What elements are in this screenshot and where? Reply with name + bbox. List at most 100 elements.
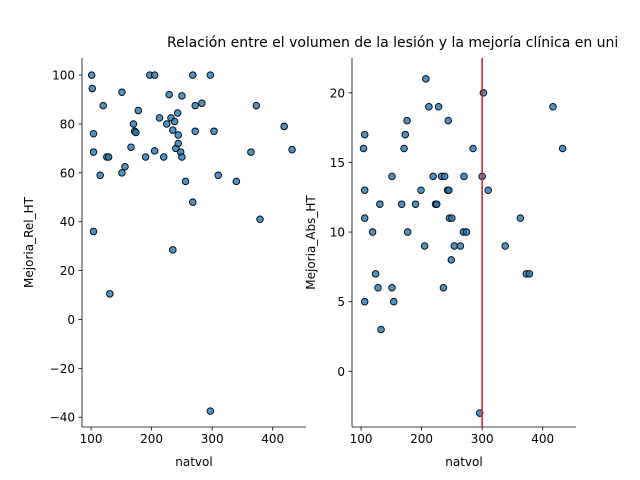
scatter-point xyxy=(104,153,113,161)
y-axis-label: Mejoria_Abs_HT xyxy=(304,195,318,290)
scatter-point xyxy=(169,126,177,134)
y-tick-label: 5 xyxy=(337,295,345,309)
scatter-point xyxy=(118,169,126,177)
scatter-point xyxy=(121,162,129,171)
scatter-point xyxy=(433,200,441,208)
scatter-point xyxy=(155,114,164,122)
scatter-point xyxy=(96,171,104,180)
scatter-point xyxy=(397,200,406,208)
scatter-point xyxy=(181,177,190,186)
scatter-point xyxy=(368,228,377,236)
scatter-point xyxy=(359,144,368,153)
scatter-point xyxy=(360,186,369,195)
scatter-point xyxy=(445,186,453,195)
scatter-point xyxy=(89,227,98,236)
y-tick-label: 80 xyxy=(60,117,75,131)
scatter-point xyxy=(256,215,264,224)
scatter-point xyxy=(390,297,398,306)
scatter-point xyxy=(173,109,182,117)
x-tick-label: 400 xyxy=(261,432,284,446)
scatter-point xyxy=(252,101,261,110)
scatter-point xyxy=(89,148,98,156)
scatter-point xyxy=(88,84,97,93)
scatter-point xyxy=(479,89,488,97)
scatter-point xyxy=(411,200,420,208)
scatter-point xyxy=(469,144,477,153)
figure-title: Relación entre el volumen de la lesión y… xyxy=(167,35,619,51)
subplot-1: 100 200 300 400 −40 −20 0 20 40 60 80 100 natvol Mejo… xyxy=(22,58,306,469)
scatter-point xyxy=(150,147,159,155)
x-tick-label: 400 xyxy=(531,432,554,446)
x-tick-label: 200 xyxy=(410,432,433,446)
scatter-point xyxy=(174,139,183,148)
scatter-point xyxy=(377,325,385,334)
scatter-point xyxy=(456,242,465,250)
scatter-point xyxy=(448,214,456,222)
y-tick-label: 0 xyxy=(67,313,75,327)
scatter-point xyxy=(232,177,241,186)
scatter-point xyxy=(434,102,443,111)
scatter-point xyxy=(189,198,197,206)
scatter-point xyxy=(170,117,179,126)
scatter-point xyxy=(516,214,525,222)
x-tick-label: 200 xyxy=(140,432,163,446)
scatter-point xyxy=(106,290,114,298)
scatter-point xyxy=(191,101,199,110)
scatter-point xyxy=(178,153,186,161)
scatter-point xyxy=(206,407,215,415)
scatter-point xyxy=(280,122,288,131)
y-tick-label: 20 xyxy=(60,264,75,278)
scatter-point xyxy=(400,144,408,153)
x-tick-label: 100 xyxy=(350,432,373,446)
scatter-point xyxy=(210,127,218,136)
scatter-point xyxy=(360,130,369,139)
scatter-point xyxy=(447,256,456,264)
scatter-point xyxy=(174,131,183,139)
y-tick-label: 10 xyxy=(330,226,345,240)
scatter-point xyxy=(134,106,143,115)
y-axis-label: Mejoria_Rel_HT xyxy=(22,196,36,288)
scatter-point xyxy=(403,116,411,125)
scatter-point xyxy=(189,71,197,79)
scatter-point xyxy=(163,120,171,128)
scatter-point xyxy=(374,284,382,292)
scatter-point xyxy=(247,148,255,156)
subplot-2: 100 200 300 400 0 5 10 15 20 natvol Mejoria_Abs_HT xyxy=(304,58,576,469)
scatter-point xyxy=(191,127,199,136)
scatter-point xyxy=(214,171,222,180)
scatter-point xyxy=(558,144,567,153)
scatter-point xyxy=(429,172,437,181)
scatter-point xyxy=(425,102,433,111)
y-tick-label: −40 xyxy=(50,411,75,425)
scatter-point xyxy=(388,284,396,292)
scatter-point xyxy=(169,246,177,254)
scatter-point xyxy=(417,186,425,195)
scatter-point xyxy=(159,153,168,161)
scatter-point xyxy=(462,228,471,236)
scatter-point xyxy=(360,214,369,222)
scatter-point xyxy=(127,143,135,151)
scatter-point xyxy=(549,102,557,111)
scatter-point xyxy=(165,90,173,99)
y-tick-label: 60 xyxy=(60,166,75,180)
y-tick-label: −20 xyxy=(50,362,75,376)
scatter-point xyxy=(401,130,410,139)
scatter-point xyxy=(501,242,509,250)
scatter-point xyxy=(444,116,453,125)
scatter-point xyxy=(403,228,412,236)
scatter-point xyxy=(206,71,215,79)
x-axis-label: natvol xyxy=(175,455,212,469)
scatter-point xyxy=(132,128,140,137)
scatter-point xyxy=(288,145,296,154)
scatter-point xyxy=(440,172,449,181)
x-tick-label: 300 xyxy=(471,432,494,446)
y-tick-label: 15 xyxy=(330,156,345,170)
x-tick-label: 100 xyxy=(80,432,103,446)
scatter-point xyxy=(89,130,98,138)
y-tick-label: 0 xyxy=(337,365,345,379)
scatter-point xyxy=(484,186,492,195)
y-tick-label: 100 xyxy=(52,69,75,83)
scatter-point xyxy=(87,71,96,79)
